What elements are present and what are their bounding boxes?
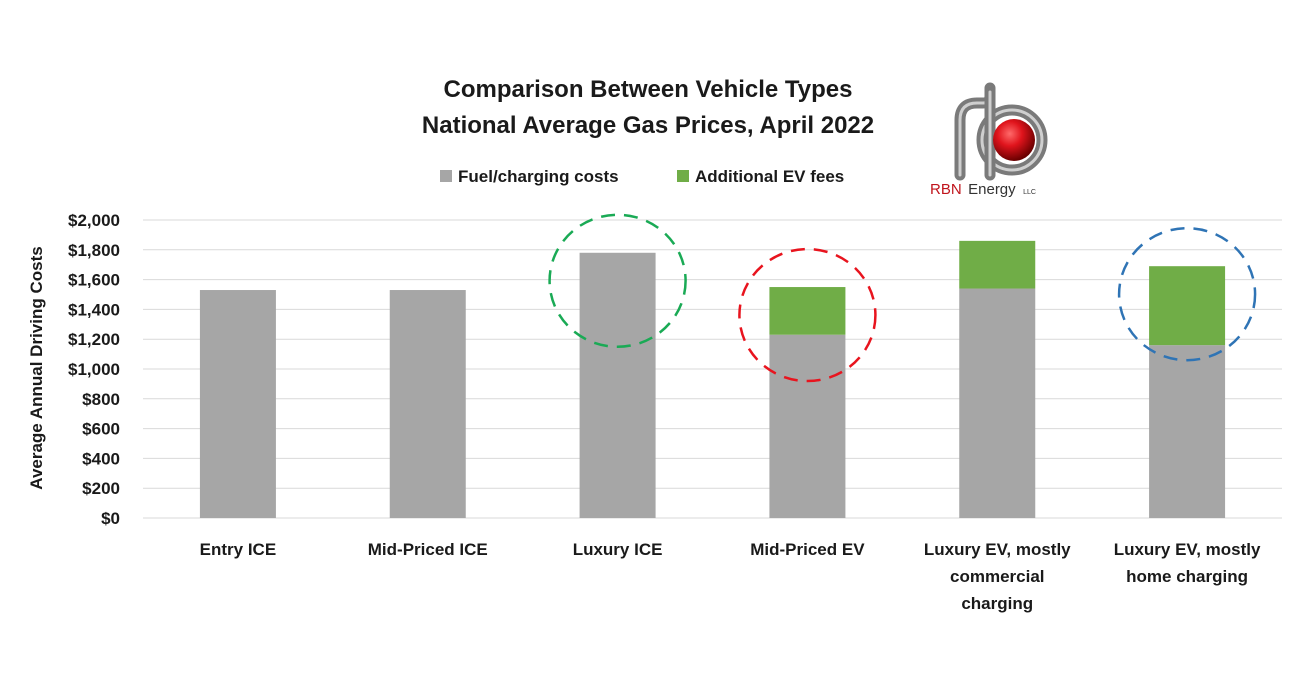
bar-ev-fees bbox=[769, 287, 846, 335]
legend-label-fuel: Fuel/charging costs bbox=[458, 167, 619, 186]
y-tick-label: $1,000 bbox=[68, 360, 120, 379]
legend-swatch-ev-fees bbox=[677, 170, 689, 182]
annotations bbox=[548, 213, 1257, 383]
x-category-label: Mid-Priced EV bbox=[750, 540, 865, 559]
x-category-label: Luxury EV, mostly commercial charging bbox=[924, 540, 1071, 613]
logo-suffix: LLC bbox=[1023, 189, 1036, 196]
y-tick-label: $1,800 bbox=[68, 241, 120, 260]
rbn-logo: RBN Energy LLC bbox=[930, 82, 1048, 198]
x-category-label: Mid-Priced ICE bbox=[368, 540, 488, 559]
y-tick-label: $1,200 bbox=[68, 330, 120, 349]
bar-fuel-charging bbox=[1149, 345, 1226, 518]
svg-text:RBN Energy LLC: RBN Energy LLC bbox=[930, 181, 1036, 198]
legend-swatch-fuel bbox=[440, 170, 452, 182]
chart-title: Comparison Between Vehicle Types bbox=[443, 76, 852, 103]
legend: Fuel/charging costs Additional EV fees bbox=[440, 167, 844, 186]
y-tick-label: $600 bbox=[82, 420, 120, 439]
logo-ball-icon bbox=[993, 119, 1035, 161]
bar-fuel-charging bbox=[389, 290, 466, 518]
bar-ev-fees bbox=[959, 240, 1036, 289]
logo-brand: RBN bbox=[930, 181, 962, 198]
x-category-label: Entry ICE bbox=[200, 540, 277, 559]
y-tick-label: $1,600 bbox=[68, 271, 120, 290]
chart-subtitle: National Average Gas Prices, April 2022 bbox=[422, 112, 874, 139]
bar-fuel-charging bbox=[959, 288, 1036, 518]
bar-fuel-charging bbox=[199, 290, 276, 518]
legend-label-ev-fees: Additional EV fees bbox=[695, 167, 844, 186]
x-axis-categories: Entry ICE Mid-Priced ICE Luxury ICE Mid-Pri… bbox=[200, 540, 1261, 613]
dashed-circle-annotation bbox=[738, 247, 877, 383]
y-tick-label: $0 bbox=[101, 509, 120, 528]
logo-name: Energy bbox=[968, 181, 1016, 198]
bar-ev-fees bbox=[1149, 266, 1226, 346]
gridlines bbox=[143, 219, 1282, 519]
y-tick-label: $800 bbox=[82, 390, 120, 409]
bar-fuel-charging bbox=[579, 252, 656, 518]
y-tick-label: $2,000 bbox=[68, 211, 120, 230]
x-category-label: Luxury ICE bbox=[573, 540, 663, 559]
x-category-label: Luxury EV, mostly home charging bbox=[1114, 540, 1261, 586]
y-tick-label: $400 bbox=[82, 449, 120, 468]
y-tick-label: $200 bbox=[82, 479, 120, 498]
y-axis-title: Average Annual Driving Costs bbox=[27, 246, 46, 489]
bars bbox=[199, 240, 1226, 518]
y-tick-label: $1,400 bbox=[68, 300, 120, 319]
dashed-circle-annotation bbox=[548, 213, 687, 349]
y-axis-ticks: $0 $200 $400 $600 $800 $1,000 $1,200 $1,400 $1,6… bbox=[68, 211, 120, 528]
bar-fuel-charging bbox=[769, 334, 846, 518]
dashed-circle-annotation bbox=[1117, 226, 1257, 362]
